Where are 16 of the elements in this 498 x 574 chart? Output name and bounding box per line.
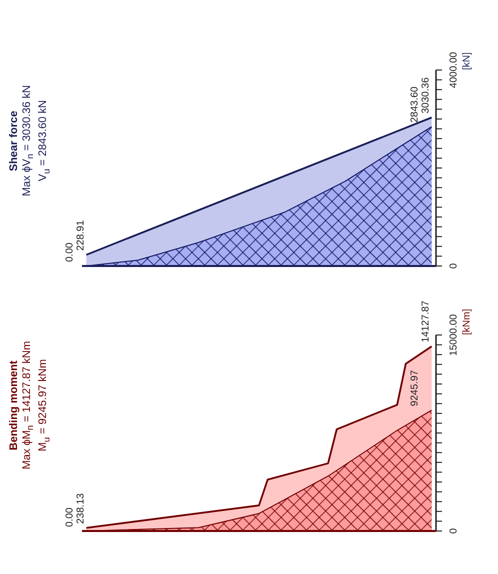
y-axis-title: [kNm] (461, 308, 472, 334)
data-label: 0.00 (64, 506, 76, 526)
data-label: 228.91 (75, 219, 86, 250)
data-label: 3030.36 (420, 76, 432, 114)
data-label: 9245.97 (410, 369, 421, 406)
text: Bending moment (8, 360, 21, 452)
data-label: 238.13 (75, 492, 86, 524)
data-label: 14127.87 (420, 300, 432, 342)
y-tick-label: 0 (448, 262, 460, 268)
text: Shear force (8, 109, 21, 173)
y-tick-label: 15000.00 (448, 313, 460, 356)
data-label: 2843.60 (410, 86, 421, 122)
y-axis-title: [kN] (461, 52, 472, 70)
y-tick-label: 0 (448, 527, 460, 534)
y-tick-label: 4000.00 (448, 50, 460, 88)
data-label: 0.00 (64, 242, 76, 262)
